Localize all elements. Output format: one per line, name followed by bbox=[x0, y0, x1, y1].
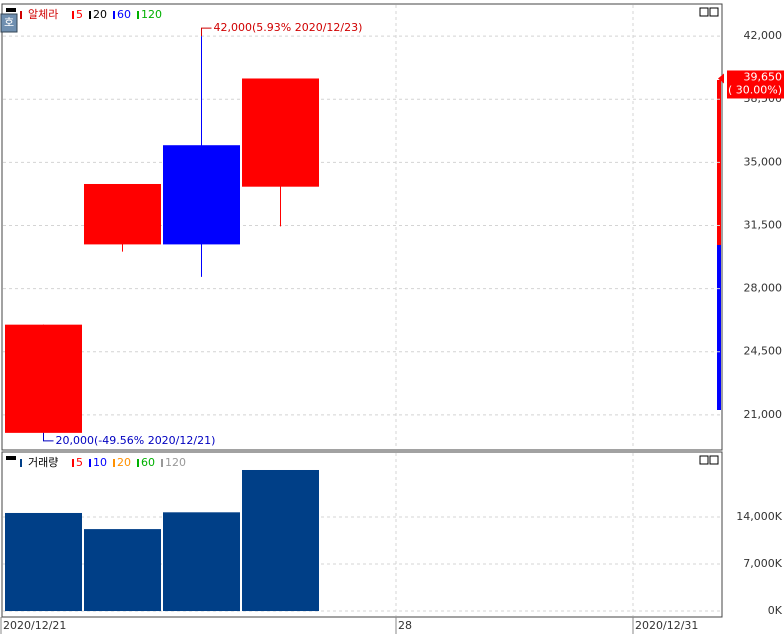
panel-button[interactable] bbox=[709, 7, 719, 17]
last-price-pointer bbox=[718, 73, 724, 84]
legend-entry: 5 bbox=[76, 8, 83, 21]
legend-entry: 60 bbox=[117, 8, 131, 21]
x-tick-label: 2020/12/21 bbox=[3, 619, 66, 632]
candle-body bbox=[163, 145, 240, 245]
annotation-arrow bbox=[43, 432, 54, 442]
legend-swatch bbox=[20, 11, 22, 19]
y-tick-label: 21,000 bbox=[744, 408, 783, 421]
legend-entry: 10 bbox=[93, 456, 107, 469]
legend-swatch bbox=[113, 459, 115, 467]
y-tick-label: 14,000K bbox=[736, 510, 782, 523]
y-tick-label: 24,500 bbox=[744, 345, 783, 358]
volume-panel bbox=[1, 451, 723, 618]
last-price-box bbox=[727, 70, 784, 99]
annotation: 20,000(-49.56% 2020/12/21) bbox=[56, 434, 216, 447]
y-tick-label: 35,000 bbox=[744, 155, 783, 168]
legend-title: 알체라 bbox=[28, 7, 58, 21]
legend-entry: 120 bbox=[165, 456, 186, 469]
y-tick-label: 0K bbox=[768, 604, 783, 617]
legend-swatch bbox=[161, 459, 163, 467]
legend-entry: 5 bbox=[76, 456, 83, 469]
legend-entry: 120 bbox=[141, 8, 162, 21]
price-panel bbox=[1, 3, 723, 451]
badge: 호 bbox=[4, 16, 14, 29]
x-tick-label: 28 bbox=[398, 619, 412, 632]
candle-body bbox=[242, 78, 319, 187]
legend-swatch bbox=[113, 11, 115, 19]
legend-swatch bbox=[137, 459, 139, 467]
y-tick-label: 28,000 bbox=[744, 282, 783, 295]
legend-entry: 20 bbox=[93, 8, 107, 21]
candle-body bbox=[5, 324, 82, 433]
panel-button[interactable] bbox=[699, 7, 709, 17]
volume-bar bbox=[84, 529, 161, 612]
panel-marker bbox=[6, 456, 16, 460]
candle-body bbox=[84, 183, 161, 245]
legend-title: 거래량 bbox=[28, 456, 58, 469]
volume-bar bbox=[5, 512, 82, 612]
annotation-arrow bbox=[201, 27, 212, 37]
legend-entry: 60 bbox=[141, 456, 155, 469]
badge-box bbox=[0, 13, 18, 33]
y-tick-label: 31,500 bbox=[744, 218, 783, 231]
legend-swatch bbox=[72, 459, 74, 467]
panel-button[interactable] bbox=[709, 455, 719, 465]
legend-swatch bbox=[72, 11, 74, 19]
volume-bar bbox=[163, 512, 240, 612]
legend-swatch bbox=[89, 11, 91, 19]
legend-swatch bbox=[137, 11, 139, 19]
side-bar bbox=[717, 245, 721, 410]
panel-marker bbox=[6, 8, 16, 12]
volume-bar bbox=[242, 469, 319, 612]
last-price-label: 39,650 bbox=[744, 70, 783, 83]
legend-entry: 20 bbox=[117, 456, 131, 469]
legend-swatch bbox=[20, 459, 22, 467]
change-label: ( 30.00%) bbox=[728, 83, 782, 96]
legend-swatch bbox=[89, 459, 91, 467]
y-tick-label: 7,000K bbox=[743, 557, 782, 570]
x-tick-label: 2020/12/31 bbox=[635, 619, 698, 632]
annotation: 42,000(5.93% 2020/12/23) bbox=[214, 21, 363, 34]
panel-button[interactable] bbox=[699, 455, 709, 465]
y-tick-label: 42,000 bbox=[744, 29, 783, 42]
